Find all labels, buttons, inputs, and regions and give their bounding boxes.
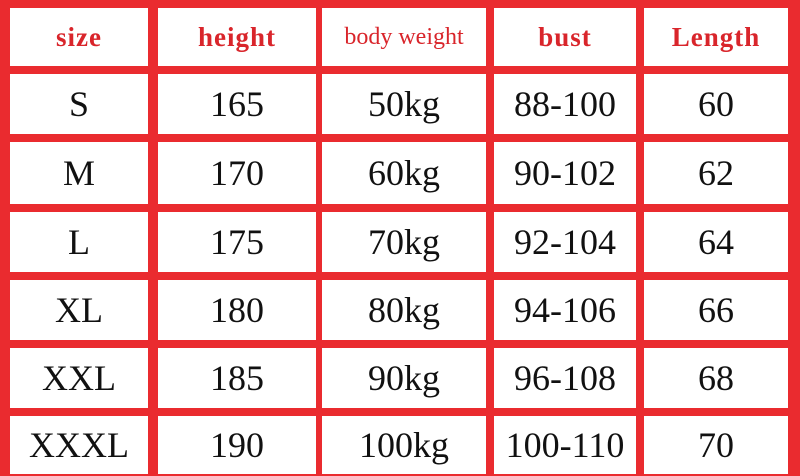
table-cell: 170	[158, 142, 316, 204]
table-cell: XXL	[10, 348, 148, 408]
table-cell: 100-110	[494, 416, 636, 474]
table-cell: 96-108	[494, 348, 636, 408]
table-cell: 68	[644, 348, 788, 408]
table-cell: 80kg	[322, 280, 486, 340]
table-cell: 175	[158, 212, 316, 272]
header-cell: bust	[494, 8, 636, 66]
table-cell: XL	[10, 280, 148, 340]
table-cell: 50kg	[322, 74, 486, 134]
table-cell: 165	[158, 74, 316, 134]
table-cell: 70kg	[322, 212, 486, 272]
table-cell: 70	[644, 416, 788, 474]
header-cell: Length	[644, 8, 788, 66]
table-cell: 185	[158, 348, 316, 408]
table-cell: 100kg	[322, 416, 486, 474]
table-cell: 90kg	[322, 348, 486, 408]
table-cell: S	[10, 74, 148, 134]
table-cell: 92-104	[494, 212, 636, 272]
table-cell: M	[10, 142, 148, 204]
header-cell: height	[158, 8, 316, 66]
table-cell: 88-100	[494, 74, 636, 134]
header-cell: size	[10, 8, 148, 66]
header-cell: body weight	[322, 8, 486, 66]
table-cell: 90-102	[494, 142, 636, 204]
table-cell: 180	[158, 280, 316, 340]
table-cell: 66	[644, 280, 788, 340]
table-cell: L	[10, 212, 148, 272]
table-cell: XXXL	[10, 416, 148, 474]
table-cell: 60kg	[322, 142, 486, 204]
table-cell: 94-106	[494, 280, 636, 340]
table-cell: 60	[644, 74, 788, 134]
table-cell: 190	[158, 416, 316, 474]
table-cell: 62	[644, 142, 788, 204]
table-cell: 64	[644, 212, 788, 272]
